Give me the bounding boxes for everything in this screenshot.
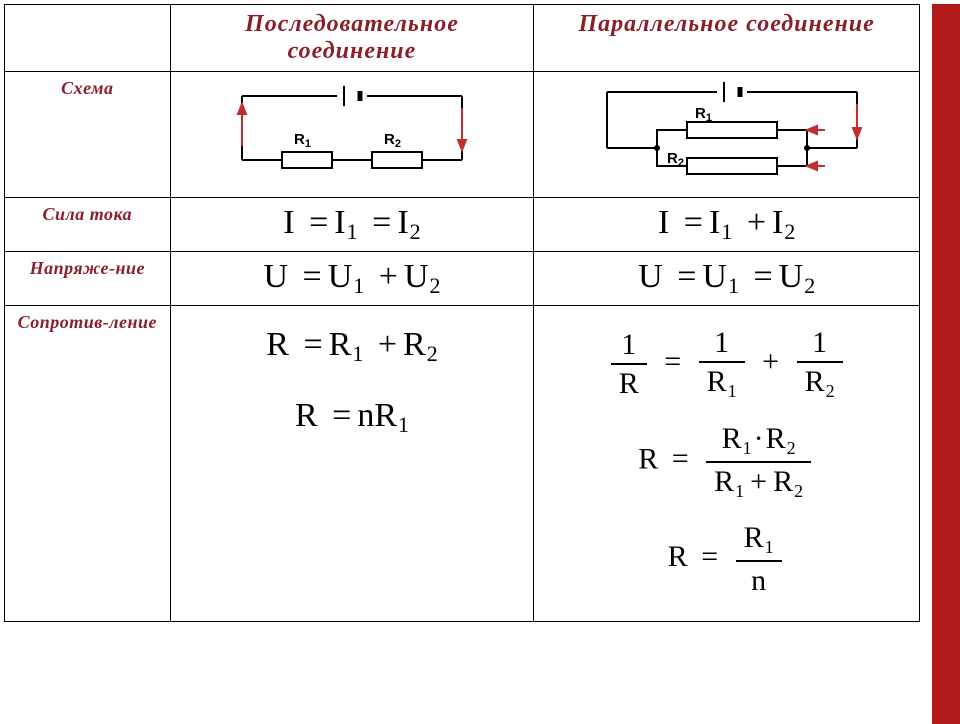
header-parallel: Параллельное соединение bbox=[534, 5, 920, 72]
series-circuit-svg: R1 R2 bbox=[202, 78, 502, 188]
schematic-series: R1 R2 bbox=[170, 72, 534, 198]
header-series: Последовательное соединение bbox=[170, 5, 534, 72]
schematic-parallel: R1 R2 bbox=[534, 72, 920, 198]
rowlabel-voltage: Напряже-ние bbox=[5, 252, 171, 306]
formula-current-series: I =I1 =I2 bbox=[170, 198, 534, 252]
comparison-table: Последовательное соединение Параллельное… bbox=[4, 4, 920, 622]
series-r2-label: R2 bbox=[384, 131, 401, 150]
parallel-r1-label: R1 bbox=[695, 105, 712, 124]
formula-current-parallel: I =I1 +I2 bbox=[534, 198, 920, 252]
parallel-r2-label: R2 bbox=[667, 150, 684, 169]
rowlabel-resistance: Сопротив-ление bbox=[5, 306, 171, 622]
formula-voltage-parallel: U =U1 =U2 bbox=[534, 252, 920, 306]
formula-voltage-series: U =U1 +U2 bbox=[170, 252, 534, 306]
rowlabel-current: Сила тока bbox=[5, 198, 171, 252]
corner-cell bbox=[5, 5, 171, 72]
formula-resistance-parallel: 1R = 1R1 + 1R2 R = R1·R2 R1+R2 R = R1 n bbox=[534, 306, 920, 622]
rowlabel-schema: Схема bbox=[5, 72, 171, 198]
header-parallel-line1: Параллельное соединение bbox=[579, 11, 875, 37]
series-r1-label: R1 bbox=[294, 131, 311, 150]
accent-sidebar bbox=[932, 4, 960, 724]
header-series-line1: Последовательное соединение bbox=[245, 11, 459, 64]
formula-resistance-series: R =R1 +R2 R =nR1 bbox=[170, 306, 534, 622]
parallel-circuit-svg: R1 R2 bbox=[567, 78, 887, 188]
